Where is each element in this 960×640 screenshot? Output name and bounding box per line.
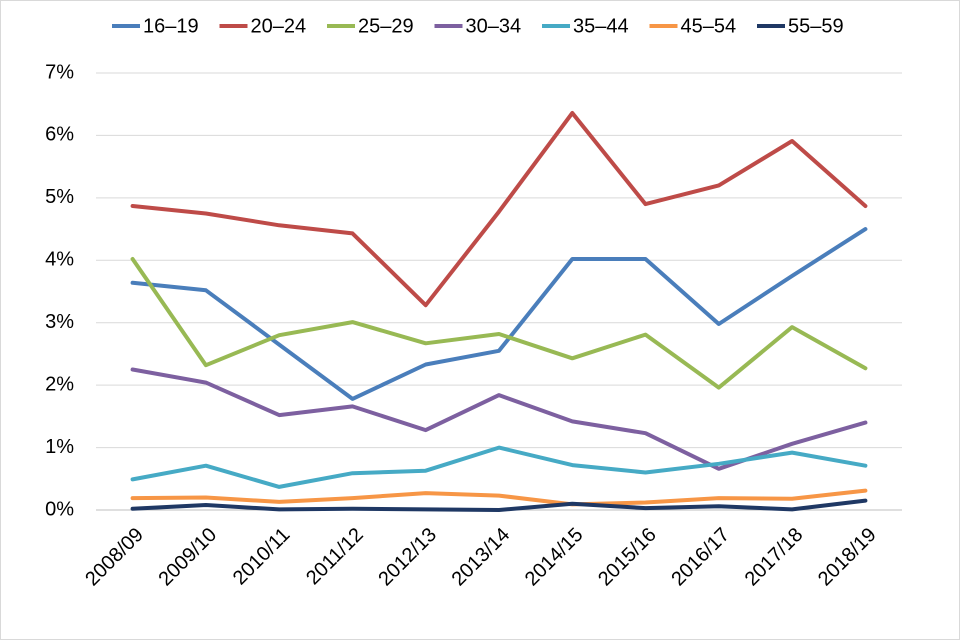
legend-label: 30–34 [466, 15, 522, 37]
legend-label: 45–54 [681, 15, 737, 37]
legend-label: 25–29 [358, 15, 414, 37]
y-tick-label: 3% [45, 311, 74, 333]
legend-label: 55–59 [788, 15, 844, 37]
series-line [130, 445, 868, 489]
y-tick-label: 1% [45, 436, 74, 458]
y-tick-label: 5% [45, 186, 74, 208]
y-tick-label: 7% [45, 61, 74, 83]
series-line [130, 498, 868, 512]
series-line [130, 227, 868, 401]
legend-label: 16–19 [143, 15, 199, 37]
legend-label: 20–24 [251, 15, 307, 37]
y-tick-label: 2% [45, 373, 74, 395]
y-tick-label: 0% [45, 498, 74, 520]
legend-label: 35–44 [573, 15, 629, 37]
series-line [130, 488, 868, 507]
series-line [130, 257, 868, 390]
y-tick-label: 6% [45, 124, 74, 146]
y-tick-label: 4% [45, 249, 74, 271]
series-line [130, 111, 868, 308]
